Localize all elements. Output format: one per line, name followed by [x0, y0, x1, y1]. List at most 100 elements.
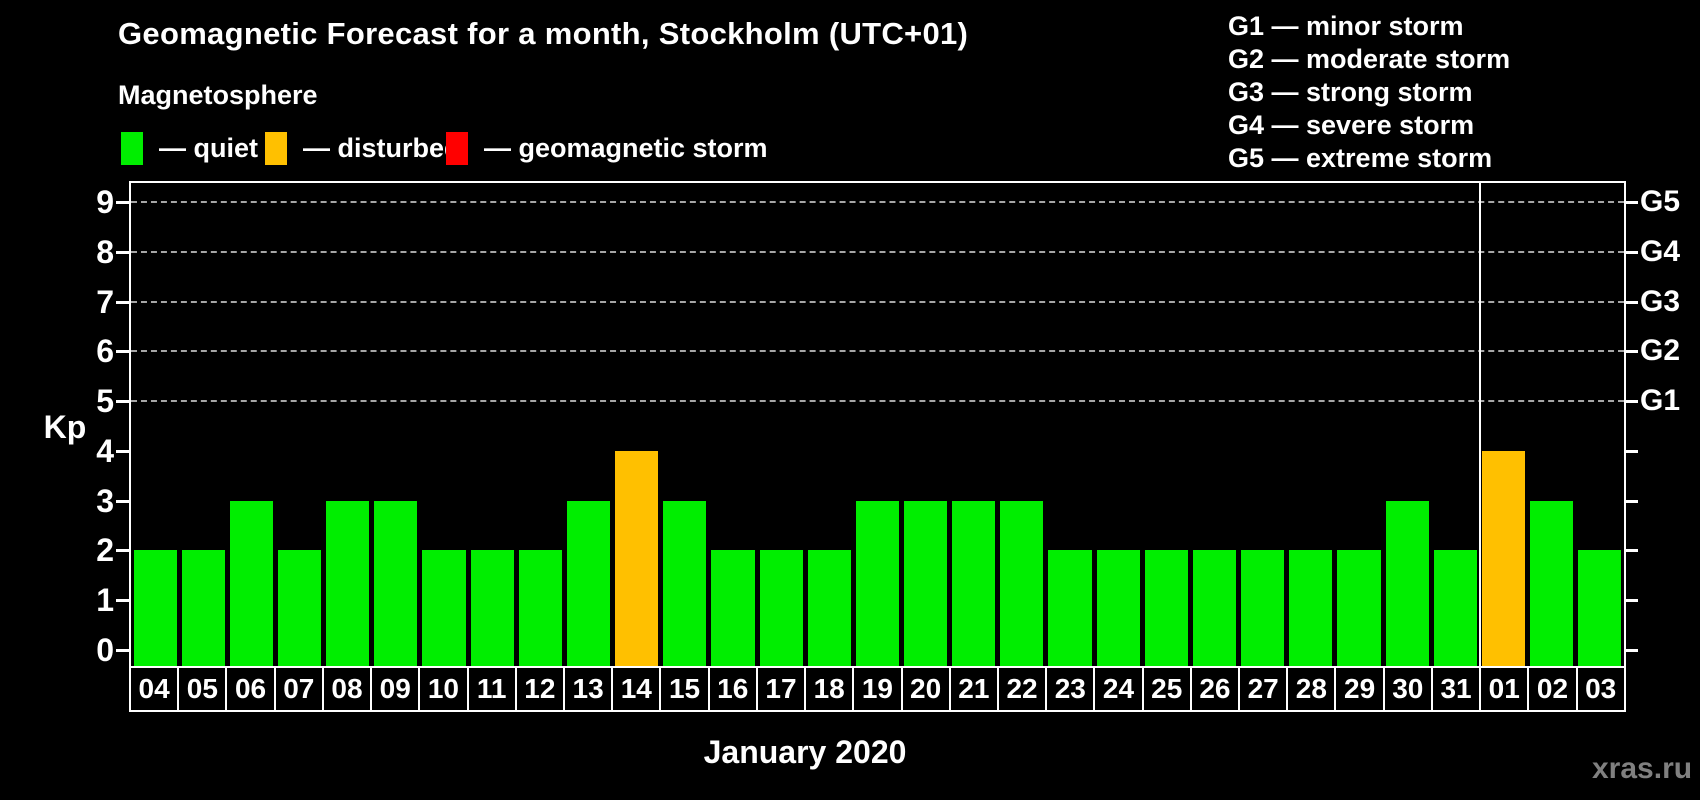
bar-day-03-kp2 [1578, 550, 1622, 666]
x-axis-day-14: 14 [611, 666, 662, 712]
bar-day-01-kp4 [1481, 450, 1526, 666]
bar-day-18-kp2 [807, 550, 851, 666]
right-axis-label-g4: G4 [1640, 234, 1681, 268]
right-axis-label-g5: G5 [1640, 184, 1681, 218]
bar-day-17-kp2 [759, 550, 803, 666]
bar-slot-14 [613, 183, 661, 666]
bar-day-14-kp4 [615, 450, 659, 666]
bar-day-09-kp3 [374, 500, 418, 666]
bar-slot-08 [324, 183, 372, 666]
plot-inner [131, 183, 1624, 666]
bar-day-27-kp2 [1241, 550, 1285, 666]
bar-day-02-kp3 [1530, 500, 1574, 666]
bar-day-21-kp3 [952, 500, 996, 666]
legend-label-disturbed: — disturbed [303, 133, 461, 163]
bar-slot-06 [227, 183, 275, 666]
x-axis-day-08: 08 [321, 666, 373, 712]
x-axis-day-02: 02 [1527, 666, 1578, 712]
bar-slot-22 [998, 183, 1046, 666]
x-axis-day-17: 17 [755, 666, 807, 712]
legend-item-storm: — geomagnetic storm [446, 131, 768, 165]
right-axis-label-g2: G2 [1640, 334, 1681, 368]
g-legend-line-g1: G1 — minor storm [1228, 11, 1464, 41]
bar-slot-19 [853, 183, 901, 666]
bar-slot-09 [372, 183, 420, 666]
plot-area [129, 181, 1626, 668]
y-tick-right-8 [1625, 250, 1638, 254]
y-tick-left-6 [116, 350, 129, 354]
watermark: xras.ru [1592, 752, 1693, 785]
x-axis-day-16: 16 [707, 666, 758, 712]
x-axis-day-22: 22 [996, 666, 1048, 712]
chart-title: Geomagnetic Forecast for a month, Stockh… [118, 16, 969, 51]
bar-slot-18 [805, 183, 853, 666]
bar-day-29-kp2 [1337, 550, 1381, 666]
x-axis-title: January 2020 [703, 734, 907, 770]
x-axis-day-09: 09 [370, 666, 421, 712]
y-tick-left-9 [116, 200, 129, 204]
g-legend-line-g4: G4 — severe storm [1228, 110, 1475, 140]
x-axis-day-30: 30 [1382, 666, 1433, 712]
y-tick-label-4: 4 [96, 432, 114, 469]
right-axis-label-g1: G1 [1640, 384, 1681, 418]
x-axis-day-24: 24 [1093, 666, 1144, 712]
bar-slot-04 [131, 183, 179, 666]
x-axis-day-21: 21 [948, 666, 999, 712]
gridline-kp9 [131, 200, 1624, 203]
bar-day-15-kp3 [663, 500, 707, 666]
bar-slot-27 [1239, 183, 1287, 666]
bar-day-10-kp2 [422, 550, 466, 666]
bar-slot-30 [1383, 183, 1431, 666]
x-axis-day-04: 04 [129, 666, 180, 712]
y-tick-label-3: 3 [96, 482, 114, 519]
y-tick-label-8: 8 [96, 233, 114, 270]
x-axis-day-06: 06 [225, 666, 276, 712]
y-tick-label-6: 6 [96, 333, 114, 370]
bar-slot-26 [1190, 183, 1238, 666]
x-axis-day-07: 07 [273, 666, 324, 712]
bar-day-20-kp3 [904, 500, 948, 666]
gridline-kp7 [131, 300, 1624, 303]
bar-slot-20 [902, 183, 950, 666]
bar-slot-17 [757, 183, 805, 666]
y-tick-left-8 [116, 250, 129, 254]
g-scale-legend: G1 — minor storm G2 — moderate storm G3 … [1228, 10, 1510, 175]
bar-slot-31 [1431, 183, 1479, 666]
y-tick-label-7: 7 [96, 283, 114, 320]
storm-color-swatch [446, 132, 468, 165]
bar-day-23-kp2 [1048, 550, 1092, 666]
right-axis-label-g3: G3 [1640, 284, 1681, 318]
bar-day-11-kp2 [470, 550, 514, 666]
y-tick-left-1 [116, 599, 129, 603]
x-axis-day-18: 18 [804, 666, 855, 712]
disturbed-color-swatch [265, 132, 287, 165]
bar-day-31-kp2 [1433, 550, 1477, 666]
magnetosphere-label: Magnetosphere [118, 80, 318, 110]
y-tick-right-2 [1625, 549, 1638, 553]
bar-day-08-kp3 [326, 500, 370, 666]
x-axis-day-10: 10 [418, 666, 469, 712]
bar-slot-28 [1287, 183, 1335, 666]
bar-day-28-kp2 [1289, 550, 1333, 666]
y-tick-left-4 [116, 449, 129, 453]
g-legend-line-g3: G3 — strong storm [1228, 77, 1473, 107]
bar-slot-13 [564, 183, 612, 666]
x-axis-day-12: 12 [514, 666, 565, 712]
bar-day-19-kp3 [855, 500, 899, 666]
y-tick-right-9 [1625, 200, 1638, 204]
legend-label-storm: — geomagnetic storm [484, 133, 768, 163]
x-axis-day-11: 11 [466, 666, 517, 712]
y-tick-label-0: 0 [96, 632, 114, 668]
bar-day-25-kp2 [1144, 550, 1188, 666]
bar-day-05-kp2 [181, 550, 225, 666]
x-axis-day-26: 26 [1189, 666, 1241, 712]
y-tick-label-9: 9 [96, 183, 114, 220]
bar-slot-11 [468, 183, 516, 666]
x-axis-day-05: 05 [177, 666, 228, 712]
y-tick-left-0 [116, 649, 129, 652]
bar-slot-29 [1335, 183, 1383, 666]
legend-item-quiet: — quiet [121, 131, 258, 165]
y-tick-right-1 [1625, 599, 1638, 603]
y-tick-right-0 [1625, 649, 1638, 652]
gridline-kp5 [131, 400, 1624, 403]
